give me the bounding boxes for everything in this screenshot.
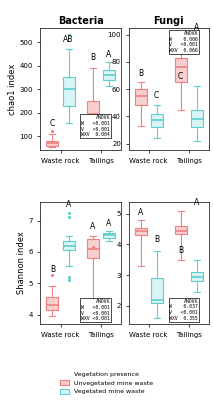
Legend: Unvegetated mine waste, Vegetated mine waste: Unvegetated mine waste, Vegetated mine w… (57, 369, 156, 397)
PathPatch shape (86, 101, 99, 122)
Text: A: A (106, 219, 111, 228)
Text: B: B (178, 246, 183, 255)
PathPatch shape (151, 278, 163, 302)
Text: ANOVA
W   <0.001
V   <0.001
WXV <0.001: ANOVA W <0.001 V <0.001 WXV <0.001 (81, 299, 110, 322)
Text: B: B (138, 69, 143, 78)
PathPatch shape (135, 228, 147, 235)
PathPatch shape (86, 239, 99, 258)
Text: ANOVA
W    0.006
V   <0.001
WXV  0.066: ANOVA W 0.006 V <0.001 WXV 0.066 (169, 31, 198, 53)
Title: Fungi: Fungi (153, 16, 184, 26)
Text: B: B (90, 53, 95, 62)
Text: AB: AB (63, 36, 74, 44)
PathPatch shape (175, 58, 187, 82)
Text: B: B (154, 236, 159, 244)
Text: A: A (194, 23, 199, 32)
PathPatch shape (62, 77, 75, 106)
Y-axis label: Shannon index: Shannon index (17, 232, 26, 294)
PathPatch shape (191, 110, 203, 127)
Text: ANOVA
W    0.037
V   <0.001
WXV  0.355: ANOVA W 0.037 V <0.001 WXV 0.355 (169, 298, 198, 321)
Text: A: A (66, 200, 71, 208)
PathPatch shape (175, 226, 187, 234)
PathPatch shape (62, 241, 75, 250)
PathPatch shape (135, 89, 147, 106)
Text: A: A (138, 208, 143, 217)
PathPatch shape (103, 233, 115, 238)
Text: C: C (50, 119, 55, 128)
Text: ANOVA
W   <0.001
V   <0.001
WXV  0.004: ANOVA W <0.001 V <0.001 WXV 0.004 (81, 115, 110, 137)
PathPatch shape (46, 297, 59, 310)
PathPatch shape (151, 114, 163, 127)
Text: A: A (194, 198, 199, 207)
Text: A: A (106, 50, 111, 58)
Y-axis label: chao1 index: chao1 index (7, 64, 17, 115)
Text: C: C (178, 72, 183, 81)
Title: Bacteria: Bacteria (58, 16, 103, 26)
PathPatch shape (103, 70, 115, 80)
Text: C: C (154, 91, 159, 100)
Text: A: A (90, 222, 95, 232)
PathPatch shape (191, 272, 203, 281)
PathPatch shape (46, 141, 59, 146)
Text: B: B (50, 265, 55, 274)
